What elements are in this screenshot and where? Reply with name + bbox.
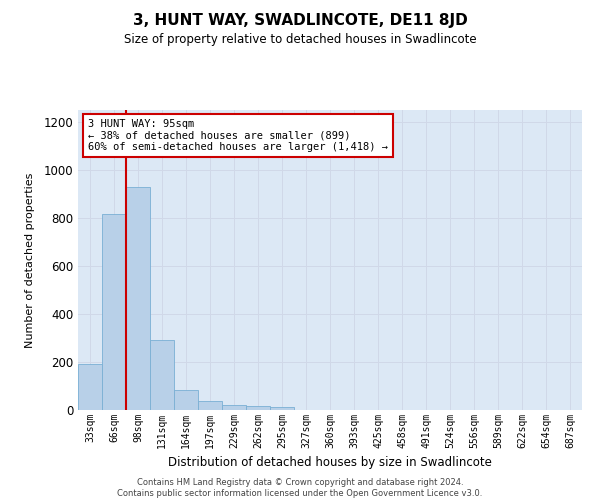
Text: 3, HUNT WAY, SWADLINCOTE, DE11 8JD: 3, HUNT WAY, SWADLINCOTE, DE11 8JD [133,12,467,28]
Text: 3 HUNT WAY: 95sqm
← 38% of detached houses are smaller (899)
60% of semi-detache: 3 HUNT WAY: 95sqm ← 38% of detached hous… [88,119,388,152]
Bar [102,214,126,410]
Text: Contains HM Land Registry data © Crown copyright and database right 2024.
Contai: Contains HM Land Registry data © Crown c… [118,478,482,498]
Bar [198,401,222,410]
Text: Size of property relative to detached houses in Swadlincote: Size of property relative to detached ho… [124,32,476,46]
Bar [174,390,198,410]
Bar [270,407,294,410]
Bar [126,187,150,410]
Bar [246,406,270,410]
Bar [78,364,102,410]
Bar [150,340,174,410]
X-axis label: Distribution of detached houses by size in Swadlincote: Distribution of detached houses by size … [168,456,492,469]
Bar [222,404,246,410]
Y-axis label: Number of detached properties: Number of detached properties [25,172,35,348]
